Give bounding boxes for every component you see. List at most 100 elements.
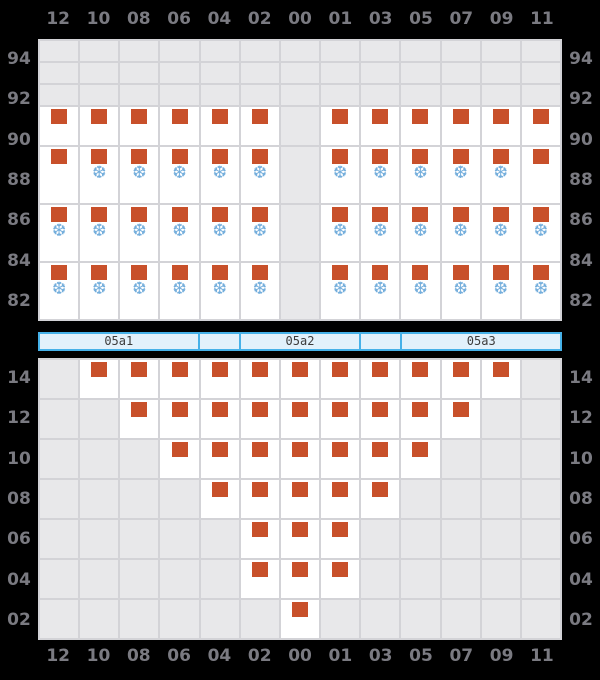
stowage-slot[interactable]: ❆ bbox=[481, 262, 520, 319]
stowage-slot[interactable] bbox=[521, 560, 560, 598]
stowage-slot[interactable]: ❆ bbox=[200, 204, 239, 261]
stowage-slot[interactable] bbox=[160, 360, 199, 398]
stowage-slot[interactable]: ❆ bbox=[361, 204, 400, 261]
stowage-slot[interactable] bbox=[200, 560, 239, 598]
stowage-slot[interactable] bbox=[481, 400, 520, 438]
stowage-slot[interactable] bbox=[481, 440, 520, 478]
stowage-slot[interactable] bbox=[200, 520, 239, 558]
stowage-slot[interactable] bbox=[40, 560, 79, 598]
stowage-slot[interactable] bbox=[280, 560, 320, 598]
stowage-slot[interactable] bbox=[280, 440, 320, 478]
stowage-slot[interactable] bbox=[240, 560, 279, 598]
stowage-slot[interactable]: ❆ bbox=[160, 204, 199, 261]
stowage-slot[interactable] bbox=[481, 560, 520, 598]
stowage-slot[interactable] bbox=[120, 63, 159, 84]
stowage-slot[interactable] bbox=[361, 600, 400, 638]
stowage-slot[interactable] bbox=[80, 41, 119, 62]
stowage-slot[interactable] bbox=[361, 85, 400, 106]
stowage-slot[interactable]: ❆ bbox=[361, 146, 400, 203]
stowage-slot[interactable] bbox=[80, 520, 119, 558]
stowage-slot[interactable] bbox=[280, 146, 320, 203]
stowage-slot[interactable]: ❆ bbox=[40, 204, 79, 261]
stowage-slot[interactable]: ❆ bbox=[120, 262, 159, 319]
hatch-cover-segment[interactable]: 05a3 bbox=[400, 334, 560, 349]
stowage-slot[interactable] bbox=[401, 41, 440, 62]
stowage-slot[interactable] bbox=[321, 360, 360, 398]
stowage-slot[interactable] bbox=[240, 63, 279, 84]
stowage-slot[interactable] bbox=[40, 520, 79, 558]
stowage-slot[interactable] bbox=[200, 63, 239, 84]
stowage-slot[interactable] bbox=[361, 63, 400, 84]
stowage-slot[interactable]: ❆ bbox=[80, 204, 119, 261]
stowage-slot[interactable] bbox=[361, 520, 400, 558]
stowage-slot[interactable] bbox=[240, 107, 279, 145]
stowage-slot[interactable] bbox=[361, 41, 400, 62]
stowage-slot[interactable] bbox=[401, 107, 440, 145]
stowage-slot[interactable] bbox=[361, 107, 400, 145]
stowage-slot[interactable] bbox=[120, 480, 159, 518]
stowage-slot[interactable] bbox=[120, 41, 159, 62]
stowage-slot[interactable] bbox=[481, 480, 520, 518]
stowage-slot[interactable] bbox=[160, 85, 199, 106]
stowage-slot[interactable] bbox=[441, 360, 480, 398]
stowage-slot[interactable] bbox=[521, 600, 560, 638]
stowage-slot[interactable] bbox=[521, 63, 560, 84]
stowage-slot[interactable] bbox=[160, 41, 199, 62]
stowage-slot[interactable] bbox=[40, 146, 79, 203]
stowage-slot[interactable] bbox=[481, 107, 520, 145]
stowage-slot[interactable]: ❆ bbox=[160, 262, 199, 319]
stowage-slot[interactable] bbox=[481, 85, 520, 106]
stowage-slot[interactable] bbox=[441, 560, 480, 598]
stowage-slot[interactable]: ❆ bbox=[521, 262, 560, 319]
stowage-slot[interactable] bbox=[80, 107, 119, 145]
stowage-slot[interactable]: ❆ bbox=[361, 262, 400, 319]
stowage-slot[interactable] bbox=[401, 520, 440, 558]
stowage-slot[interactable] bbox=[240, 480, 279, 518]
stowage-slot[interactable] bbox=[120, 107, 159, 145]
stowage-slot[interactable] bbox=[401, 85, 440, 106]
stowage-slot[interactable] bbox=[521, 360, 560, 398]
stowage-slot[interactable] bbox=[240, 520, 279, 558]
stowage-slot[interactable] bbox=[80, 560, 119, 598]
stowage-slot[interactable] bbox=[521, 41, 560, 62]
stowage-slot[interactable] bbox=[40, 360, 79, 398]
stowage-slot[interactable] bbox=[321, 560, 360, 598]
stowage-slot[interactable]: ❆ bbox=[160, 146, 199, 203]
stowage-slot[interactable]: ❆ bbox=[441, 146, 480, 203]
stowage-slot[interactable]: ❆ bbox=[401, 262, 440, 319]
stowage-slot[interactable] bbox=[401, 600, 440, 638]
hatch-cover-segment[interactable]: 05a1 bbox=[40, 334, 198, 349]
stowage-slot[interactable] bbox=[321, 400, 360, 438]
stowage-slot[interactable] bbox=[40, 41, 79, 62]
stowage-slot[interactable] bbox=[441, 63, 480, 84]
stowage-slot[interactable]: ❆ bbox=[240, 262, 279, 319]
stowage-slot[interactable] bbox=[441, 600, 480, 638]
stowage-slot[interactable] bbox=[40, 480, 79, 518]
stowage-slot[interactable]: ❆ bbox=[40, 262, 79, 319]
stowage-slot[interactable] bbox=[441, 85, 480, 106]
stowage-slot[interactable] bbox=[240, 360, 279, 398]
stowage-slot[interactable] bbox=[441, 440, 480, 478]
stowage-slot[interactable]: ❆ bbox=[80, 146, 119, 203]
stowage-slot[interactable] bbox=[120, 360, 159, 398]
stowage-slot[interactable] bbox=[40, 400, 79, 438]
stowage-slot[interactable] bbox=[120, 560, 159, 598]
hatch-cover-segment[interactable] bbox=[359, 334, 400, 349]
stowage-slot[interactable] bbox=[240, 400, 279, 438]
stowage-slot[interactable] bbox=[321, 520, 360, 558]
stowage-slot[interactable] bbox=[280, 41, 320, 62]
stowage-slot[interactable] bbox=[40, 440, 79, 478]
stowage-slot[interactable] bbox=[80, 440, 119, 478]
stowage-slot[interactable] bbox=[321, 41, 360, 62]
stowage-slot[interactable] bbox=[240, 440, 279, 478]
stowage-slot[interactable] bbox=[160, 440, 199, 478]
stowage-slot[interactable] bbox=[80, 480, 119, 518]
stowage-slot[interactable] bbox=[80, 63, 119, 84]
stowage-slot[interactable] bbox=[40, 600, 79, 638]
hatch-cover-segment[interactable]: 05a2 bbox=[238, 334, 359, 349]
stowage-slot[interactable] bbox=[401, 560, 440, 598]
stowage-slot[interactable] bbox=[120, 400, 159, 438]
stowage-slot[interactable] bbox=[200, 480, 239, 518]
stowage-slot[interactable]: ❆ bbox=[441, 262, 480, 319]
stowage-slot[interactable] bbox=[200, 440, 239, 478]
